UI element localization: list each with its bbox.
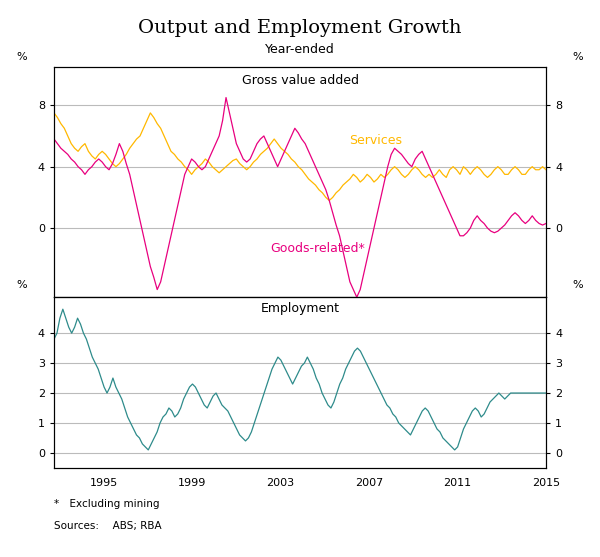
Text: Sources:  ABS; RBA: Sources: ABS; RBA (54, 521, 161, 531)
Text: Services: Services (349, 134, 402, 146)
Text: Employment: Employment (260, 302, 340, 315)
Text: Output and Employment Growth: Output and Employment Growth (138, 19, 462, 37)
Text: %: % (17, 52, 28, 62)
Text: %: % (17, 280, 28, 290)
Text: Year-ended: Year-ended (265, 43, 335, 56)
Text: Gross value added: Gross value added (241, 74, 359, 87)
Text: %: % (572, 52, 583, 62)
Text: %: % (572, 280, 583, 290)
Text: * Excluding mining: * Excluding mining (54, 499, 160, 509)
Text: Goods-related*: Goods-related* (271, 242, 365, 255)
